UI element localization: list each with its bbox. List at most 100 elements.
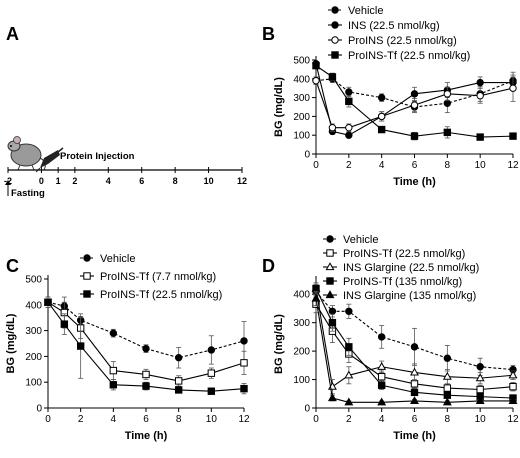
data-point — [377, 397, 387, 406]
series-group — [44, 296, 248, 395]
x-axis-title: Time (h) — [125, 430, 168, 442]
data-point — [344, 370, 354, 379]
x-tick-label: 8 — [445, 160, 451, 171]
timeline-tick-label: 4 — [106, 176, 111, 186]
x-tick-label: 10 — [475, 160, 487, 171]
data-point — [207, 369, 216, 377]
data-point — [345, 88, 353, 96]
x-tick-label: 12 — [507, 414, 519, 425]
data-point — [410, 396, 419, 404]
y-tick-label: 300 — [293, 318, 310, 329]
legend-label: Vehicle — [343, 234, 378, 246]
data-point — [207, 387, 216, 395]
x-tick-label: 2 — [346, 414, 352, 425]
x-tick-label: 6 — [412, 160, 418, 171]
timeline-tick-label: 10 — [204, 176, 214, 186]
x-axis-title: Time (h) — [393, 176, 436, 188]
data-point — [443, 90, 452, 98]
data-point — [328, 73, 337, 81]
chart-b: 0 100 200 300 400 500 0 2 4 6 8 10 12 Time (h) BG (mg/… — [273, 5, 519, 188]
data-point — [174, 386, 183, 394]
data-point — [377, 333, 386, 341]
data-point — [142, 344, 150, 353]
timeline-panel: Protein Injection -20124681012 Fasting — [4, 136, 247, 199]
data-point — [311, 293, 321, 302]
data-point — [174, 377, 183, 385]
legend-label: INS Glargine (22.5 nmol/kg) — [343, 262, 479, 274]
mouse-icon — [7, 136, 46, 171]
data-point — [240, 384, 248, 393]
data-point — [109, 381, 118, 389]
data-point — [345, 307, 353, 315]
series-group — [44, 296, 248, 369]
legend-item: ProINS-Tf (22.5 nmol/kg) — [328, 50, 470, 62]
y-tick-label: 0 — [36, 404, 42, 415]
y-tick-label: 300 — [293, 93, 310, 104]
legend-label: INS Glargine (135 nmol/kg) — [343, 290, 476, 302]
data-point — [410, 367, 419, 376]
data-point — [443, 384, 452, 392]
legend-item: ProINS (22.5 nmol/kg) — [328, 35, 457, 47]
y-tick-label: 500 — [25, 275, 42, 286]
legend-item: Vehicle — [323, 234, 378, 246]
series-line — [315, 291, 514, 371]
y-tick-label: 300 — [25, 326, 42, 337]
x-tick-label: 4 — [379, 414, 385, 425]
legend-marker — [326, 249, 334, 257]
injection-label: Protein Injection — [60, 151, 135, 162]
series-line — [315, 65, 514, 138]
data-point — [508, 370, 518, 379]
data-point — [142, 382, 150, 390]
legend-item: INS Glargine (135 nmol/kg) — [323, 290, 476, 302]
data-point — [377, 381, 386, 389]
legend-label: Vehicle — [348, 5, 383, 17]
legend-marker — [325, 262, 335, 271]
y-tick-label: 400 — [25, 300, 42, 311]
data-point — [327, 393, 337, 402]
legend-item: ProINS-Tf (22.5 nmol/kg) — [80, 289, 222, 301]
data-point — [207, 346, 216, 354]
data-point — [312, 284, 320, 293]
y-axis-title: BG (mg/dL) — [5, 313, 17, 373]
x-tick-label: 0 — [45, 414, 51, 425]
series-group — [312, 74, 517, 132]
y-tick-label: 500 — [293, 56, 310, 67]
data-point — [442, 371, 452, 380]
series-line — [315, 288, 514, 399]
data-point — [410, 90, 419, 98]
data-point — [377, 373, 386, 381]
data-point — [476, 385, 484, 394]
series-group — [311, 290, 518, 406]
x-axis-title: Time (h) — [393, 430, 436, 442]
x-tick-label: 6 — [143, 414, 149, 425]
legend-marker — [83, 254, 91, 262]
panel-label-b: B — [262, 24, 275, 44]
legend-item: ProINS-Tf (7.7 nmol/kg) — [80, 271, 216, 283]
timeline-tick-label: 2 — [72, 176, 77, 186]
legend-item: INS (22.5 nmol/kg) — [328, 20, 440, 32]
legend-label: ProINS-Tf (7.7 nmol/kg) — [100, 271, 216, 283]
y-tick-label: 200 — [293, 347, 310, 358]
data-point — [443, 354, 452, 362]
data-point — [328, 318, 337, 327]
timeline-tick-label: 12 — [237, 176, 247, 186]
data-point — [345, 343, 353, 351]
data-point — [345, 97, 353, 106]
data-point — [475, 396, 485, 404]
data-point — [174, 353, 183, 362]
legend-marker — [331, 36, 339, 44]
x-tick-label: 4 — [379, 160, 385, 171]
data-point — [142, 370, 150, 379]
data-point — [377, 112, 386, 121]
data-point — [60, 320, 69, 328]
x-tick-label: 0 — [313, 160, 319, 171]
legend-item: ProINS-Tf (135 nmol/kg) — [323, 276, 462, 288]
data-point — [312, 61, 320, 70]
y-tick-label: 100 — [293, 131, 310, 142]
x-tick-label: 8 — [445, 414, 451, 425]
data-point — [328, 123, 337, 132]
y-tick-label: 0 — [304, 150, 310, 161]
y-tick-label: 400 — [293, 74, 310, 85]
y-tick-label: 100 — [293, 375, 310, 386]
y-tick-label: 200 — [293, 112, 310, 123]
